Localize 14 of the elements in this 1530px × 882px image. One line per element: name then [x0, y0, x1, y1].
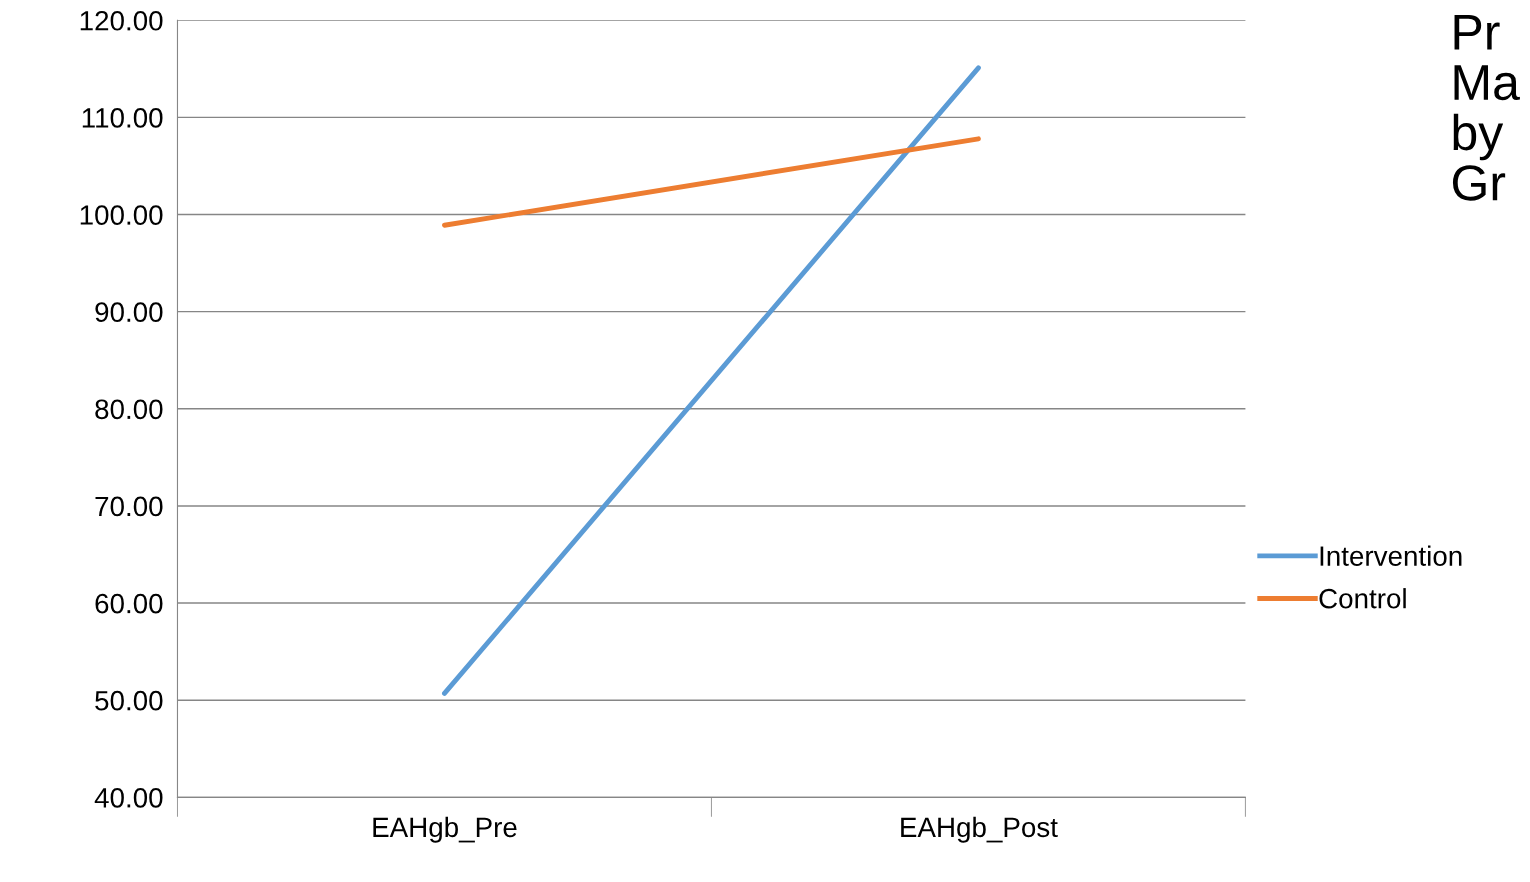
- y-tick-label: 110.00: [82, 108, 163, 128]
- text: Pr Ma by Gr: [1452, 15, 1520, 201]
- x-tick-label: EAHgb_Post: [901, 816, 1058, 843]
- legend-label: Control: [1319, 588, 1406, 609]
- y-tick-label: 80.00: [95, 399, 163, 420]
- y-tick-label: 100.00: [80, 205, 163, 225]
- y-tick-label: 50.00: [95, 690, 163, 711]
- legend-label: Intervention: [1320, 545, 1462, 566]
- y-tick-label: 60.00: [95, 593, 163, 614]
- y-tick-label: 90.00: [95, 302, 163, 323]
- y-tick-label: 120.00: [80, 10, 163, 31]
- x-tick-label: EAHgb_Pre: [373, 816, 517, 843]
- y-tick-label: 40.00: [94, 788, 163, 808]
- y-tick-label: 70.00: [95, 496, 163, 517]
